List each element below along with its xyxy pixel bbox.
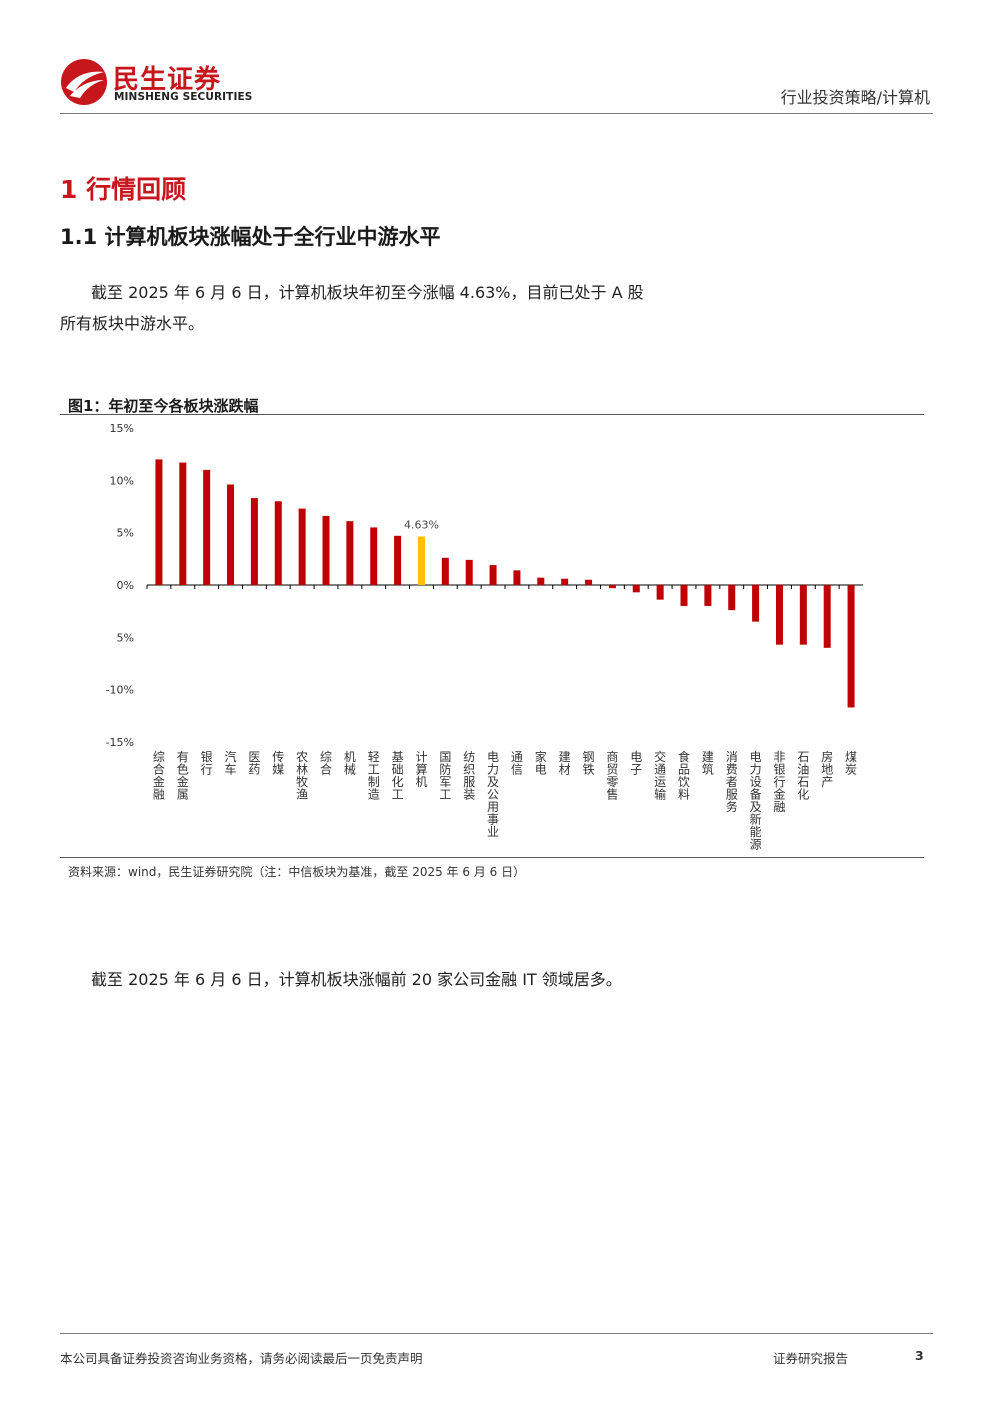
bar-27 xyxy=(775,585,783,645)
x-tick-label: 综合金融 xyxy=(153,750,165,802)
bar-25 xyxy=(728,585,736,611)
paragraph-1-line-1: 截至 2025 年 6 月 6 日，计算机板块年初至今涨幅 4.63%，目前已处… xyxy=(91,283,644,302)
y-tick-label: 5% xyxy=(117,631,134,644)
x-tick-label: 煤炭 xyxy=(845,750,857,777)
highlight-data-label: 4.63% xyxy=(404,519,439,532)
paragraph-1-line-2: 所有板块中游水平。 xyxy=(60,314,205,333)
y-tick-label: 5% xyxy=(117,527,134,540)
bar-16 xyxy=(513,570,521,585)
x-tick-label: 银行 xyxy=(201,750,213,777)
x-tick-label: 食品饮料 xyxy=(678,749,690,802)
bar-4 xyxy=(227,484,235,585)
x-tick-label: 建筑 xyxy=(702,750,714,777)
x-tick-label: 农林牧渔 xyxy=(296,750,308,802)
figure-source: 资料来源：wind，民生证券研究院（注：中信板块为基准，截至 2025 年 6 … xyxy=(68,865,526,879)
bar-15 xyxy=(489,565,497,585)
bar-20 xyxy=(608,585,616,589)
bar-18 xyxy=(561,578,569,585)
bar-12 xyxy=(417,536,425,585)
bar-29 xyxy=(823,585,831,648)
x-tick-label: 电力及公用事业 xyxy=(487,750,499,839)
x-tick-label: 消费者服务 xyxy=(726,750,738,814)
bar-6 xyxy=(274,501,282,585)
bar-9 xyxy=(346,521,354,585)
report-category: 行业投资策略/计算机 xyxy=(780,88,930,107)
bar-21 xyxy=(632,585,640,593)
header-divider xyxy=(60,113,933,114)
bar-23 xyxy=(680,585,688,606)
x-tick-label: 房地产 xyxy=(821,749,833,789)
x-tick-label: 非银行金融 xyxy=(773,750,785,814)
bar-28 xyxy=(799,585,807,645)
x-tick-label: 医药 xyxy=(248,750,260,777)
x-tick-label: 有色金属 xyxy=(177,750,189,802)
paragraph-2: 截至 2025 年 6 月 6 日，计算机板块涨幅前 20 家公司金融 IT 领… xyxy=(91,970,622,989)
logo-text-cn: 民生证券 xyxy=(113,65,222,95)
x-tick-label: 纺织服装 xyxy=(463,750,475,802)
logo-emblem-icon xyxy=(61,59,107,105)
bar-8 xyxy=(322,515,330,585)
x-tick-label: 国防军工 xyxy=(439,750,451,802)
y-tick-label: 0% xyxy=(117,579,134,592)
bar-14 xyxy=(465,559,473,585)
logo: 民生证券 MINSHENG SECURITIES xyxy=(60,58,260,108)
x-tick-label: 电子 xyxy=(630,750,642,777)
x-tick-label: 计算机 xyxy=(415,750,427,789)
x-tick-label: 基础化工 xyxy=(392,750,404,802)
bar-17 xyxy=(537,577,545,585)
x-tick-label: 通信 xyxy=(511,750,523,777)
x-tick-label: 家电 xyxy=(535,749,547,777)
x-tick-label: 商贸零售 xyxy=(606,749,618,802)
x-tick-label: 综合 xyxy=(320,750,332,777)
bar-26 xyxy=(752,585,760,622)
bar-30 xyxy=(847,585,855,708)
bar-22 xyxy=(656,585,664,600)
bar-2 xyxy=(179,462,187,585)
y-tick-label: -15% xyxy=(106,736,134,749)
bar-13 xyxy=(441,557,449,585)
x-tick-label: 电力设备及新能源 xyxy=(750,750,762,852)
logo-text-en: MINSHENG SECURITIES xyxy=(114,91,253,103)
footer-divider xyxy=(60,1333,933,1334)
bar-chart: 15% 10% 5% 0% 5% -10% -15% 综合金融有色金属银行汽车医药传媒农林牧… xyxy=(106,422,863,852)
subsection-heading: 1.1 计算机板块涨幅处于全行业中游水平 xyxy=(60,225,441,249)
bar-7 xyxy=(298,508,306,585)
figure-bottom-rule xyxy=(60,857,924,858)
bar-10 xyxy=(370,527,378,585)
x-tick-label: 传媒 xyxy=(272,749,284,777)
x-tick-label: 机械 xyxy=(344,750,356,777)
bar-1 xyxy=(155,459,163,585)
x-tick-label: 石油石化 xyxy=(797,750,809,802)
y-tick-label: 15% xyxy=(110,422,134,435)
figure-top-rule xyxy=(60,414,924,415)
x-tick-label: 交通运输 xyxy=(654,749,666,802)
x-tick-label: 建材 xyxy=(559,750,571,777)
x-tick-label: 汽车 xyxy=(225,749,237,777)
x-tick-label: 钢铁 xyxy=(583,750,595,777)
y-tick-label: 10% xyxy=(110,474,134,487)
bar-19 xyxy=(585,579,593,585)
x-tick-label: 轻工制造 xyxy=(368,750,380,802)
figure-title: 图1：年初至今各板块涨跌幅 xyxy=(68,397,259,415)
y-tick-label: -10% xyxy=(106,684,134,697)
footer-report-type: 证券研究报告 xyxy=(773,1351,849,1366)
bar-11 xyxy=(394,535,402,585)
bar-24 xyxy=(704,585,712,606)
footer-disclaimer: 本公司具备证券投资咨询业务资格，请务必阅读最后一页免责声明 xyxy=(60,1351,423,1366)
section-heading: 1 行情回顾 xyxy=(60,175,187,204)
bar-5 xyxy=(250,498,258,585)
bar-3 xyxy=(203,469,211,585)
page-number: 3 xyxy=(915,1348,924,1363)
